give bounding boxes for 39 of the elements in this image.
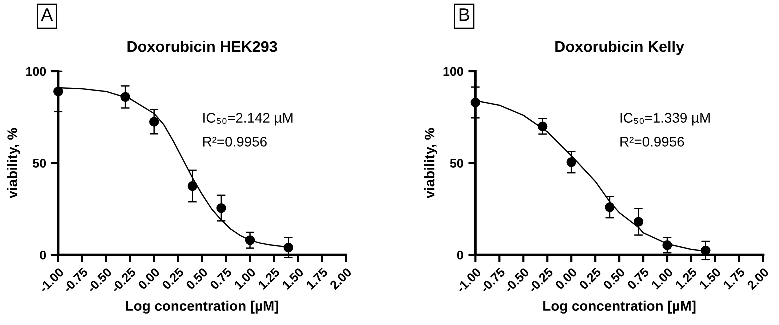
x-tick-label: 0.75 [626, 267, 650, 290]
point [149, 117, 160, 127]
y-tick-label: 0 [40, 250, 46, 260]
y-tick-label: 50 [450, 159, 464, 168]
annotation: R²=0.9956 [203, 137, 267, 147]
annotation: IC₅₀=1.339 µM [620, 113, 710, 126]
x-tick-label: 0.00 [138, 268, 160, 290]
x-axis-title: Log concentration [µM] [544, 300, 696, 314]
text: A [41, 8, 54, 22]
point [216, 203, 226, 214]
point [634, 217, 644, 227]
point [284, 242, 294, 253]
annotation: R²=0.9956 [620, 137, 684, 147]
point [188, 181, 198, 192]
text: B [460, 8, 470, 22]
x-tick-label: 0.50 [186, 268, 208, 290]
y-tick-label: 100 [444, 67, 464, 76]
chart-title: Doxorubicin Kelly [556, 40, 684, 56]
point [605, 202, 615, 212]
y-tick-label: 100 [26, 67, 46, 76]
x-tick-label: 0.00 [554, 268, 578, 290]
x-tick-label: 0.25 [578, 267, 602, 290]
chart-title: Doxorubicin HEK293 [128, 40, 278, 52]
x-tick-label: 0.75 [210, 267, 233, 290]
annotation: IC₅₀=2.142 µM [204, 113, 293, 126]
point [538, 122, 548, 132]
point [566, 158, 576, 168]
point [245, 236, 256, 246]
y-axis-title: viability, % [7, 128, 20, 199]
point [662, 240, 672, 250]
x-tick-label: 0.25 [162, 267, 185, 290]
y-tick-label: 0 [457, 250, 464, 260]
point [120, 92, 130, 102]
point [54, 86, 64, 97]
point [470, 98, 481, 108]
y-tick-label: 50 [33, 159, 46, 168]
x-axis-title: Log concentration [µM] [126, 300, 278, 314]
x-tick-label: 0.50 [602, 268, 626, 290]
y-axis-title: viability, % [424, 128, 438, 199]
